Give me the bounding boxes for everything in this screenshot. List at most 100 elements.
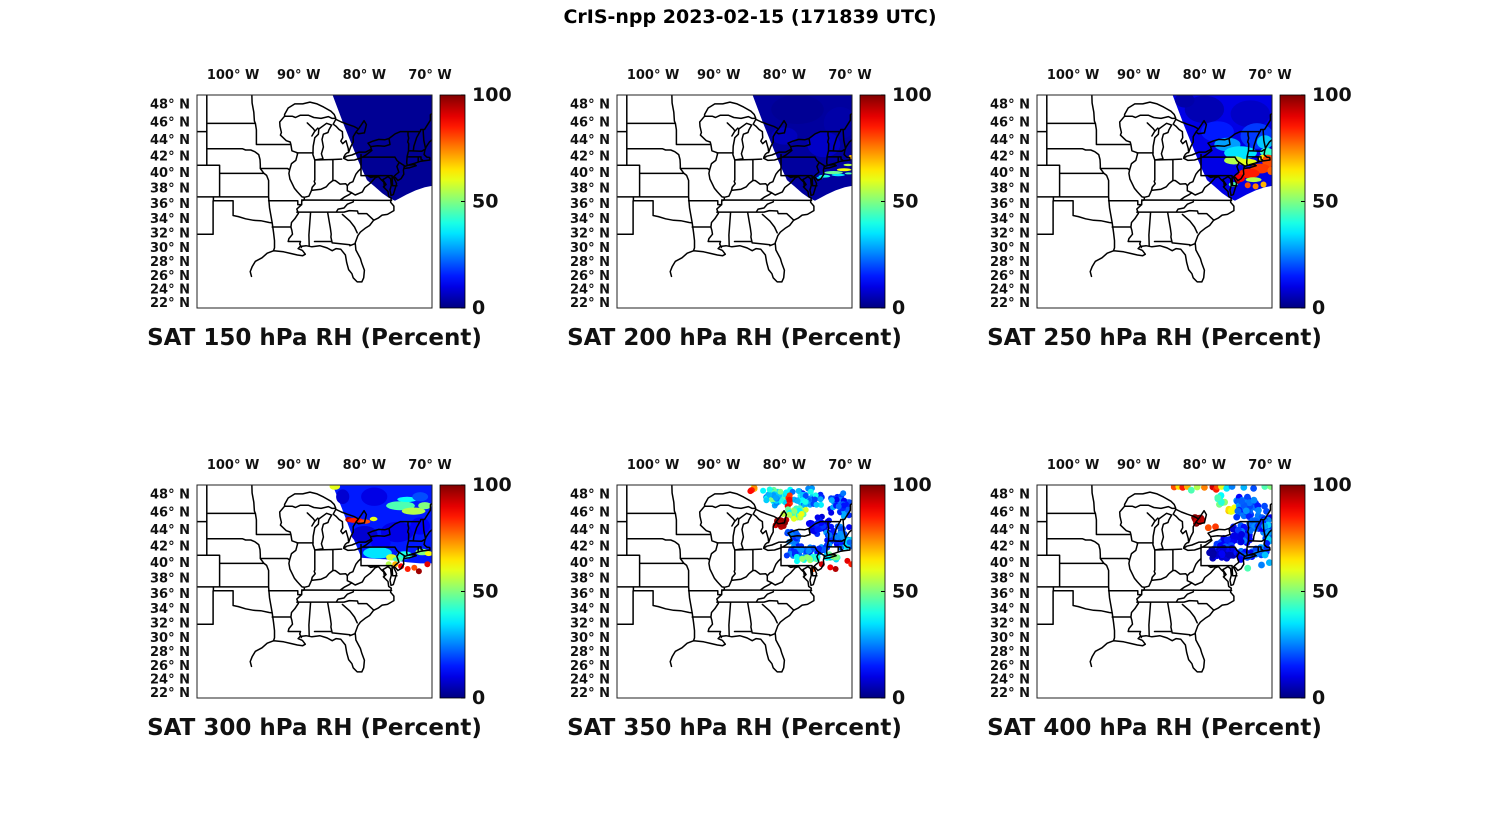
lat-tick-label: 44° N: [150, 133, 190, 148]
lon-tick-label: 100° W: [627, 68, 680, 83]
state-boundaries: [617, 485, 852, 673]
figure-title: CrIS-npp 2023-02-15 (171839 UTC): [563, 6, 937, 28]
lat-tick-label: 36° N: [570, 587, 610, 602]
lat-tick-label: 34° N: [570, 602, 610, 617]
swath-data: [747, 485, 852, 572]
lat-tick-label: 38° N: [570, 572, 610, 587]
lat-tick-label: 22° N: [990, 686, 1030, 701]
lat-tick-label: 36° N: [150, 197, 190, 212]
lon-tick-label: 70° W: [828, 458, 871, 473]
panel-title: SAT 300 hPa RH (Percent): [147, 715, 482, 741]
map-plot: 100° W 90° W 80° W 70° W 48° N 46° N 44° N 42° …: [567, 458, 932, 741]
lat-tick-label: 32° N: [150, 227, 190, 242]
lat-tick-label: 48° N: [570, 487, 610, 502]
lat-tick-label: 42° N: [150, 540, 190, 555]
colorbar-tick-label: 50: [892, 581, 918, 603]
map-frame: [196, 94, 433, 309]
lon-tick-label: 100° W: [1047, 458, 1100, 473]
lat-tick-label: 28° N: [570, 645, 610, 660]
lat-tick-label: 38° N: [990, 572, 1030, 587]
lon-tick-label: 80° W: [343, 458, 386, 473]
lat-tick-label: 34° N: [990, 212, 1030, 227]
lat-tick-label: 46° N: [150, 115, 190, 130]
lat-tick-label: 44° N: [570, 523, 610, 538]
swath-data: [1170, 485, 1272, 572]
lat-tick-label: 26° N: [150, 269, 190, 284]
colorbar-tick-label: 0: [892, 687, 905, 709]
lat-tick-label: 42° N: [570, 150, 610, 165]
colorbar-tick-label: 0: [1312, 297, 1325, 319]
lon-tick-label: 100° W: [207, 458, 260, 473]
map-frame: [196, 484, 433, 699]
lat-tick-label: 44° N: [150, 523, 190, 538]
lat-tick-label: 28° N: [150, 255, 190, 270]
map-frame: [616, 484, 853, 699]
lat-tick-label: 24° N: [990, 673, 1030, 688]
lat-tick-label: 40° N: [150, 166, 190, 181]
lon-tick-label: 90° W: [697, 68, 740, 83]
colorbar-tick-label: 50: [1312, 191, 1338, 213]
lat-tick-label: 28° N: [150, 645, 190, 660]
lat-tick-label: 26° N: [990, 269, 1030, 284]
lon-tick-label: 90° W: [1117, 68, 1160, 83]
colorbar-tick-label: 100: [472, 474, 512, 496]
lat-tick-label: 38° N: [990, 182, 1030, 197]
panel-sat-150-hpa: 100° W 90° W 80° W 70° W 48° N 46° N 44° N 42° …: [140, 55, 560, 355]
panel-title: SAT 400 hPa RH (Percent): [987, 715, 1322, 741]
lat-tick-label: 36° N: [150, 587, 190, 602]
map-plot: 100° W 90° W 80° W 70° W 48° N 46° N 44° N 42° …: [567, 68, 932, 351]
lat-tick-label: 22° N: [150, 296, 190, 311]
lat-tick-label: 46° N: [150, 505, 190, 520]
lon-tick-label: 80° W: [763, 68, 806, 83]
panel-title: SAT 350 hPa RH (Percent): [567, 715, 902, 741]
lat-tick-label: 46° N: [990, 505, 1030, 520]
lat-tick-label: 22° N: [150, 686, 190, 701]
lat-tick-label: 34° N: [150, 212, 190, 227]
lat-tick-label: 30° N: [570, 241, 610, 256]
lon-tick-label: 80° W: [343, 68, 386, 83]
lon-tick-label: 70° W: [408, 68, 451, 83]
lon-tick-label: 100° W: [627, 458, 680, 473]
lat-tick-label: 40° N: [570, 556, 610, 571]
lon-tick-label: 70° W: [1248, 458, 1291, 473]
colorbar-tick-label: 0: [1312, 687, 1325, 709]
lat-tick-label: 40° N: [990, 166, 1030, 181]
lat-tick-label: 44° N: [570, 133, 610, 148]
map-plot: 100° W 90° W 80° W 70° W 48° N 46° N 44° N 42° …: [987, 68, 1352, 351]
lat-tick-label: 24° N: [990, 283, 1030, 298]
lat-tick-label: 30° N: [990, 241, 1030, 256]
lon-tick-label: 90° W: [277, 458, 320, 473]
lon-tick-label: 100° W: [207, 68, 260, 83]
lat-tick-label: 32° N: [570, 227, 610, 242]
lat-tick-label: 32° N: [990, 227, 1030, 242]
map-plot: 100° W 90° W 80° W 70° W 48° N 46° N 44° N 42° …: [987, 458, 1352, 741]
colorbar-tick-label: 100: [472, 84, 512, 106]
colorbar: [859, 94, 886, 309]
lat-tick-label: 46° N: [570, 505, 610, 520]
lat-tick-label: 44° N: [990, 523, 1030, 538]
lon-tick-label: 80° W: [1183, 458, 1226, 473]
lat-tick-label: 34° N: [990, 602, 1030, 617]
lon-tick-label: 80° W: [763, 458, 806, 473]
lon-tick-label: 90° W: [277, 68, 320, 83]
lat-tick-label: 24° N: [570, 283, 610, 298]
colorbar-tick-label: 0: [892, 297, 905, 319]
map-plot: 100° W 90° W 80° W 70° W 48° N 46° N 44° N 42° …: [147, 68, 512, 351]
lat-tick-label: 22° N: [570, 686, 610, 701]
lon-tick-label: 90° W: [1117, 458, 1160, 473]
map-frame: [616, 94, 853, 309]
lat-tick-label: 40° N: [150, 556, 190, 571]
lat-tick-label: 34° N: [570, 212, 610, 227]
lat-tick-label: 44° N: [990, 133, 1030, 148]
lat-tick-label: 38° N: [150, 182, 190, 197]
colorbar: [439, 484, 466, 699]
colorbar-tick-label: 50: [1312, 581, 1338, 603]
colorbar-tick-label: 0: [472, 297, 485, 319]
colorbar-tick-label: 50: [472, 581, 498, 603]
colorbar-tick-label: 100: [892, 84, 932, 106]
lat-tick-label: 28° N: [570, 255, 610, 270]
panel-title: SAT 200 hPa RH (Percent): [567, 325, 902, 351]
colorbar-tick-label: 100: [1312, 474, 1352, 496]
lat-tick-label: 30° N: [990, 631, 1030, 646]
lat-tick-label: 38° N: [570, 182, 610, 197]
